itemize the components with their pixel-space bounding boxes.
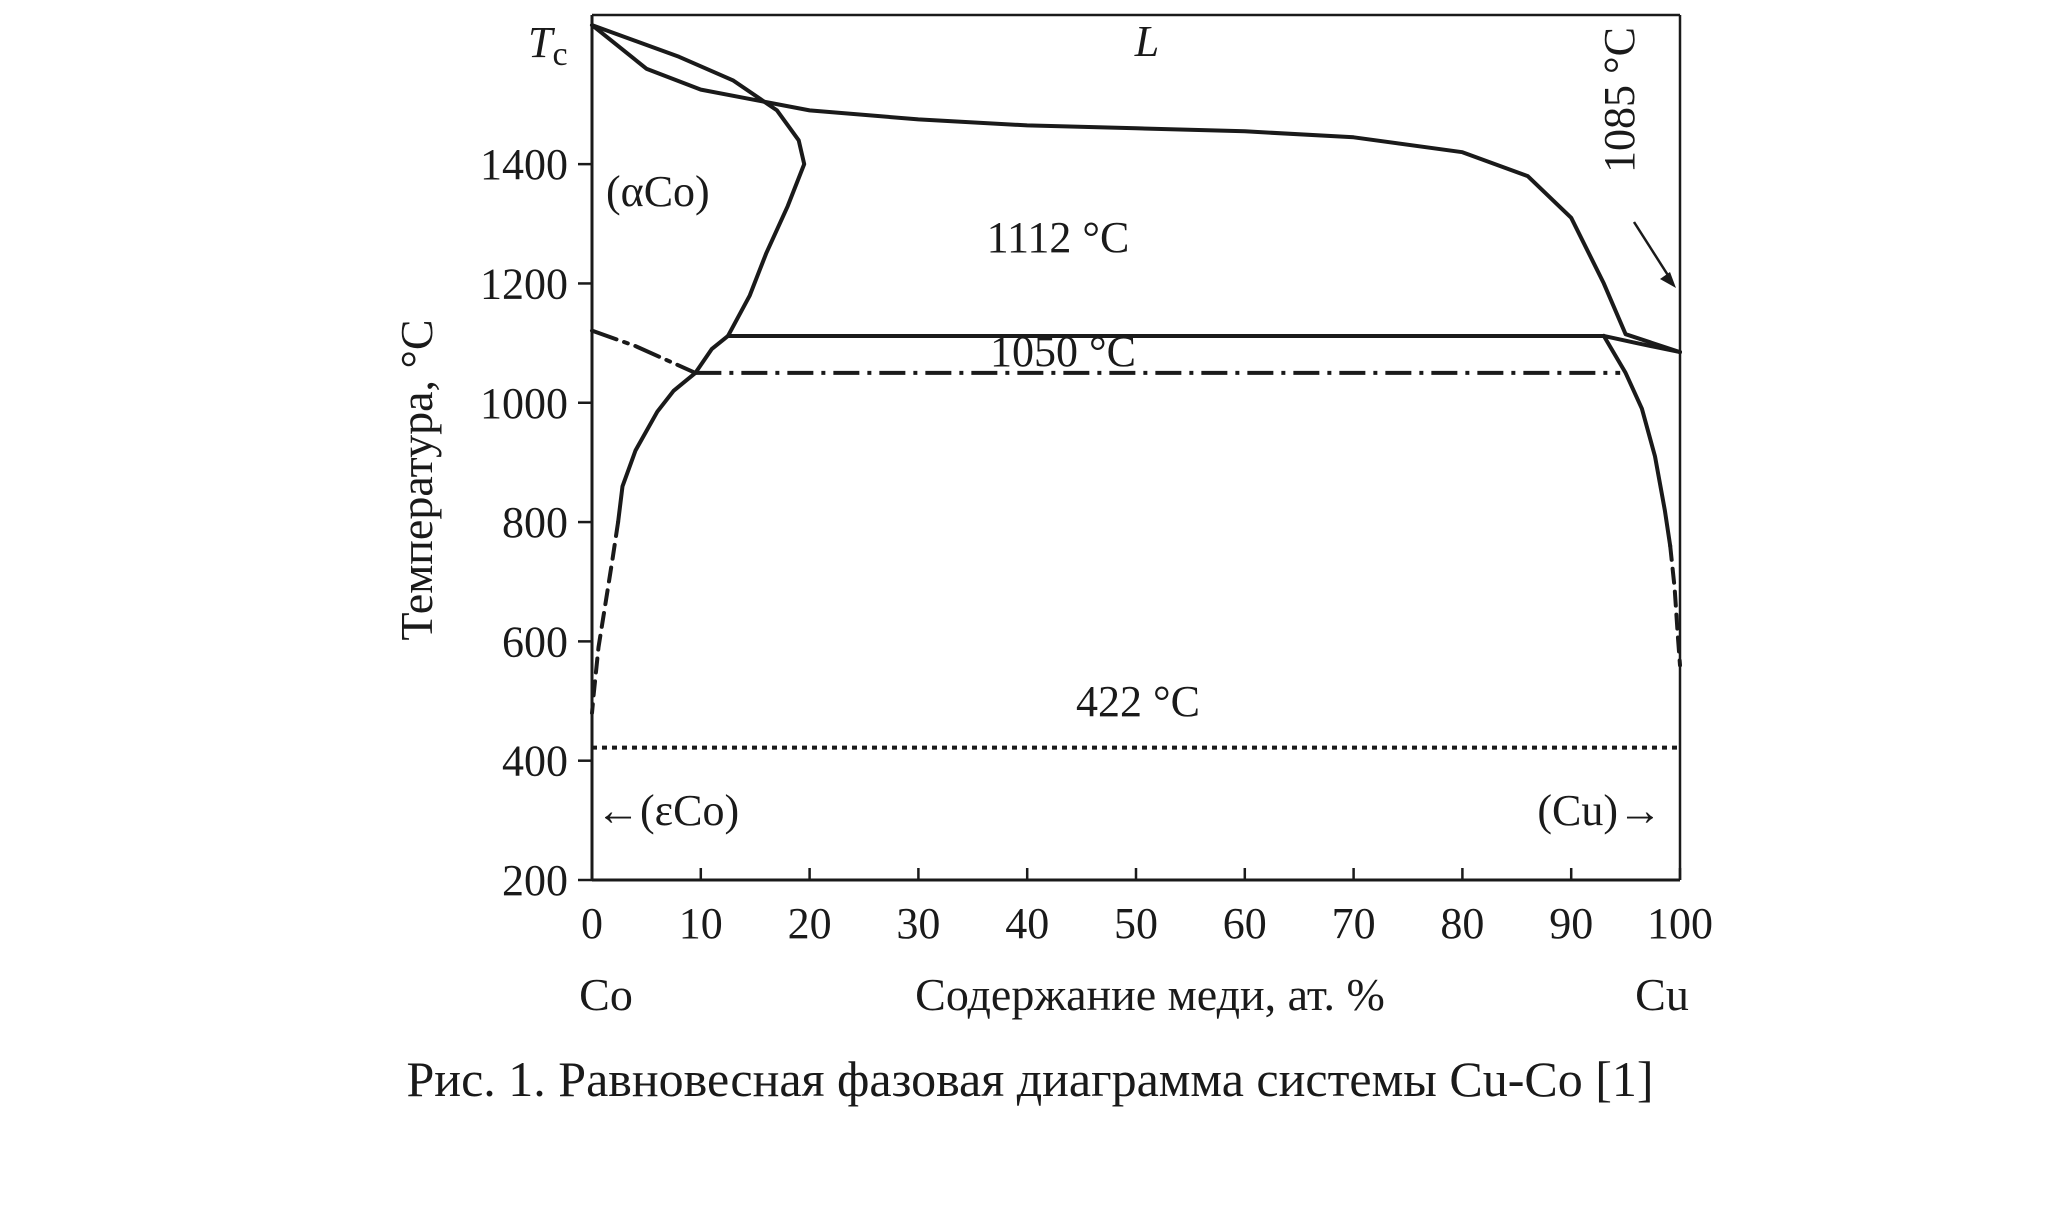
cu-solidus-line: [1601, 333, 1682, 355]
x-axis-end-label-cu: Cu: [1635, 969, 1689, 1020]
x-axis-label: Содержание меди, ат. %: [915, 969, 1385, 1020]
y-axis-label: Температура, °C: [391, 319, 442, 640]
x-tick-label: 30: [896, 899, 940, 948]
figure-caption: Рис. 1. Равновесная фазовая диаграмма си…: [406, 1051, 1654, 1107]
tc-label: Tc: [528, 18, 568, 73]
x-axis-end-label-co: Co: [579, 969, 633, 1020]
y-tick-label: 400: [502, 737, 568, 786]
cu-region-label: (Cu)→: [1537, 786, 1662, 835]
x-tick-label: 60: [1223, 899, 1267, 948]
x-tick-label: 10: [679, 899, 723, 948]
y-tick-label: 1200: [480, 259, 568, 308]
x-tick-label: 100: [1647, 899, 1713, 948]
x-tick-label: 80: [1440, 899, 1484, 948]
alpha-co-solvus-line: [616, 333, 730, 525]
alpha-co-region-label: (αCo): [606, 167, 710, 216]
epsilon-co-region-label: ←(εCo): [596, 786, 739, 835]
cu-solvus-line: [1601, 333, 1673, 548]
cu-solvus-low-line: [1668, 543, 1682, 668]
liquidus-line: [590, 23, 1682, 355]
x-tick-label: 40: [1005, 899, 1049, 948]
alpha-co-solidus-line: [590, 23, 807, 338]
y-tick-label: 1400: [480, 140, 568, 189]
y-tick-label: 1000: [480, 379, 568, 428]
isotherm-1050-label: 1050 °C: [990, 327, 1136, 376]
cu-melting-label: 1085 °C: [1595, 27, 1644, 173]
y-tick-label: 200: [502, 856, 568, 905]
isotherm-1112-label: 1112 °C: [987, 213, 1130, 262]
x-tick-label: 90: [1549, 899, 1593, 948]
x-tick-label: 50: [1114, 899, 1158, 948]
magnetic-transition-line: [590, 328, 698, 375]
isotherm-422-label: 422 °C: [1076, 677, 1200, 726]
x-tick-label: 0: [581, 899, 603, 948]
y-tick-label: 800: [502, 498, 568, 547]
y-tick-label: 600: [502, 617, 568, 666]
liquid-region-label: L: [1134, 17, 1159, 66]
plot-layer: 0 10 20 30 40 50 60 70 80 90 100 200 400 600 800 1000 12…: [480, 13, 1713, 948]
tc-label-subscript: c: [552, 36, 567, 73]
x-tick-label: 20: [788, 899, 832, 948]
x-tick-label: 70: [1332, 899, 1376, 948]
tc-label-main: T: [528, 18, 556, 67]
alpha-co-solvus-low-line: [590, 520, 621, 715]
cu-melting-arrow: [1632, 221, 1676, 288]
